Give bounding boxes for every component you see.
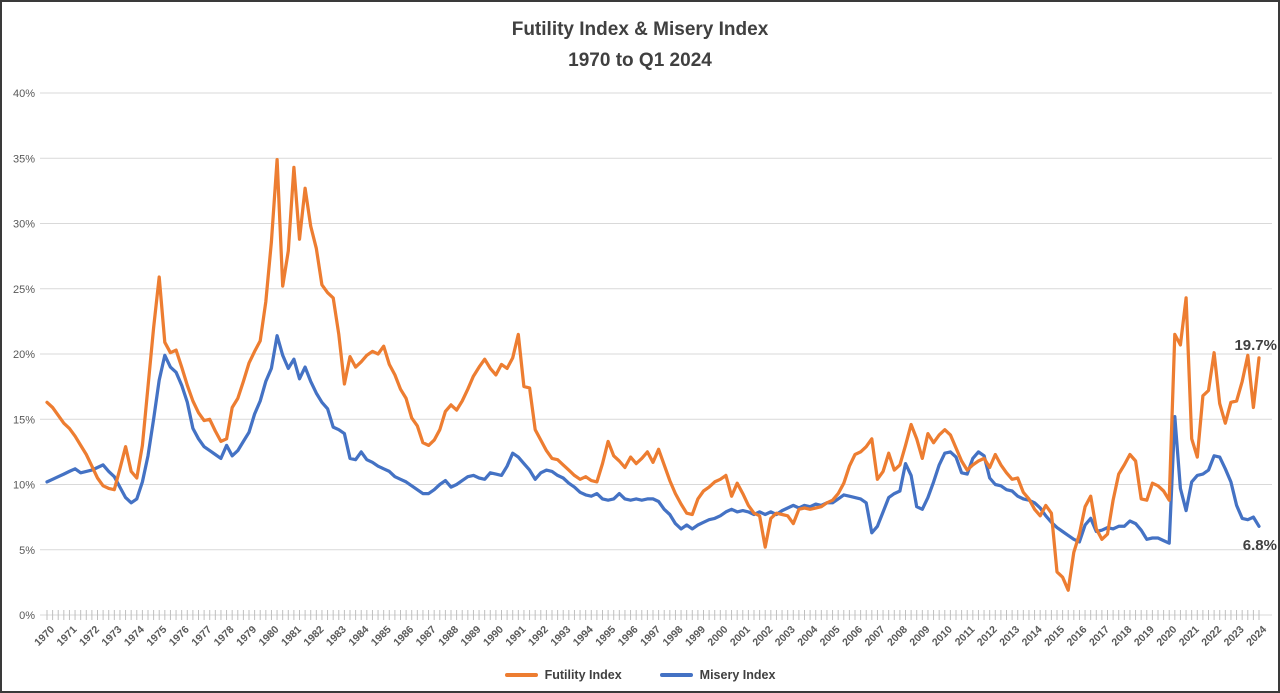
x-axis-year-label: 1988 <box>436 624 461 649</box>
x-axis-year-label: 1980 <box>257 624 282 649</box>
x-axis-year-label: 2003 <box>773 624 798 649</box>
x-axis-year-label: 1989 <box>459 624 484 649</box>
futility-end-value-label: 19.7% <box>1234 337 1277 354</box>
x-axis-year-label: 2015 <box>1042 624 1067 649</box>
x-axis-year-label: 2017 <box>1087 624 1112 649</box>
x-axis-year-label: 2016 <box>1065 624 1090 649</box>
x-axis-year-label: 2022 <box>1199 624 1224 649</box>
x-axis-year-label: 1994 <box>571 624 596 649</box>
x-axis-year-label: 1972 <box>77 624 102 649</box>
x-axis-year-label: 1990 <box>481 624 506 649</box>
futility-legend-swatch <box>504 672 538 678</box>
x-axis-year-label: 1983 <box>324 624 349 649</box>
x-axis-year-label: 2020 <box>1154 624 1179 649</box>
x-axis-year-label: 1993 <box>548 624 573 649</box>
misery-legend-swatch <box>659 672 693 678</box>
y-axis-tick-label: 20% <box>13 349 35 361</box>
misery-end-value-label: 6.8% <box>1243 537 1277 554</box>
futility-legend-label: Futility Index <box>544 668 622 682</box>
futility-series-line <box>45 157 1261 592</box>
x-axis-year-label: 2008 <box>885 624 910 649</box>
x-axis-year-label: 1977 <box>189 624 214 649</box>
x-axis-year-label: 2024 <box>1244 624 1269 649</box>
x-axis-year-label: 1981 <box>279 624 304 649</box>
y-axis-tick-label: 0% <box>19 610 35 622</box>
x-axis-year-label: 1998 <box>661 624 686 649</box>
y-axis-tick-label: 35% <box>13 153 35 165</box>
x-axis-year-label: 1997 <box>638 624 663 649</box>
x-axis-year-label: 1992 <box>526 624 551 649</box>
y-axis-tick-label: 10% <box>13 480 35 492</box>
x-axis-year-label: 1999 <box>683 624 708 649</box>
x-axis-year-label: 2002 <box>750 624 775 649</box>
x-axis-year-label: 2021 <box>1177 624 1202 649</box>
y-axis-tick-label: 30% <box>13 219 35 231</box>
x-axis-year-label: 1976 <box>167 624 192 649</box>
x-axis-year-label: 2023 <box>1222 624 1247 649</box>
legend-item-misery: Misery Index <box>659 668 776 682</box>
x-axis-year-label: 2018 <box>1109 624 1134 649</box>
x-axis-year-label: 2007 <box>863 624 888 649</box>
x-axis-year-label: 1982 <box>301 624 326 649</box>
x-axis-year-label: 1991 <box>503 624 528 649</box>
x-axis-year-label: 1973 <box>99 624 124 649</box>
x-axis-year-label: 2011 <box>953 624 978 649</box>
x-axis-year-label: 1996 <box>616 624 641 649</box>
x-axis-year-label: 2013 <box>997 624 1022 649</box>
x-axis-year-label: 2010 <box>930 624 955 649</box>
x-axis-year-label: 1986 <box>391 624 416 649</box>
x-axis-year-label: 1974 <box>122 624 147 649</box>
x-axis-year-label: 2004 <box>795 624 820 649</box>
x-axis-year-label: 1995 <box>593 624 618 649</box>
x-axis-year-label: 2009 <box>907 624 932 649</box>
misery-legend-label: Misery Index <box>699 668 776 682</box>
x-axis-year-label: 1985 <box>369 624 394 649</box>
x-axis-year-label: 2000 <box>705 624 730 649</box>
x-axis-year-label: 2019 <box>1132 624 1157 649</box>
misery-series-line <box>45 334 1261 545</box>
x-axis-year-label: 1984 <box>346 624 371 649</box>
chart-legend: Futility Index Misery Index <box>2 668 1278 682</box>
y-axis-tick-label: 5% <box>19 545 35 557</box>
legend-item-futility: Futility Index <box>504 668 622 682</box>
y-axis-tick-label: 25% <box>13 284 35 296</box>
x-axis-year-label: 1971 <box>55 624 80 649</box>
x-axis-year-label: 2001 <box>728 624 753 649</box>
y-axis-tick-label: 40% <box>13 88 35 100</box>
y-axis-tick-label: 15% <box>13 414 35 426</box>
x-axis-year-label: 2012 <box>975 624 1000 649</box>
x-axis-year-label: 1978 <box>212 624 237 649</box>
x-axis-year-label: 1979 <box>234 624 259 649</box>
x-axis-year-label: 1987 <box>414 624 439 649</box>
x-axis-year-label: 1970 <box>32 624 57 649</box>
x-axis-year-label: 2014 <box>1020 624 1045 649</box>
x-axis-year-label: 2006 <box>840 624 865 649</box>
x-axis-year-label: 1975 <box>144 624 169 649</box>
x-axis-year-label: 2005 <box>818 624 843 649</box>
